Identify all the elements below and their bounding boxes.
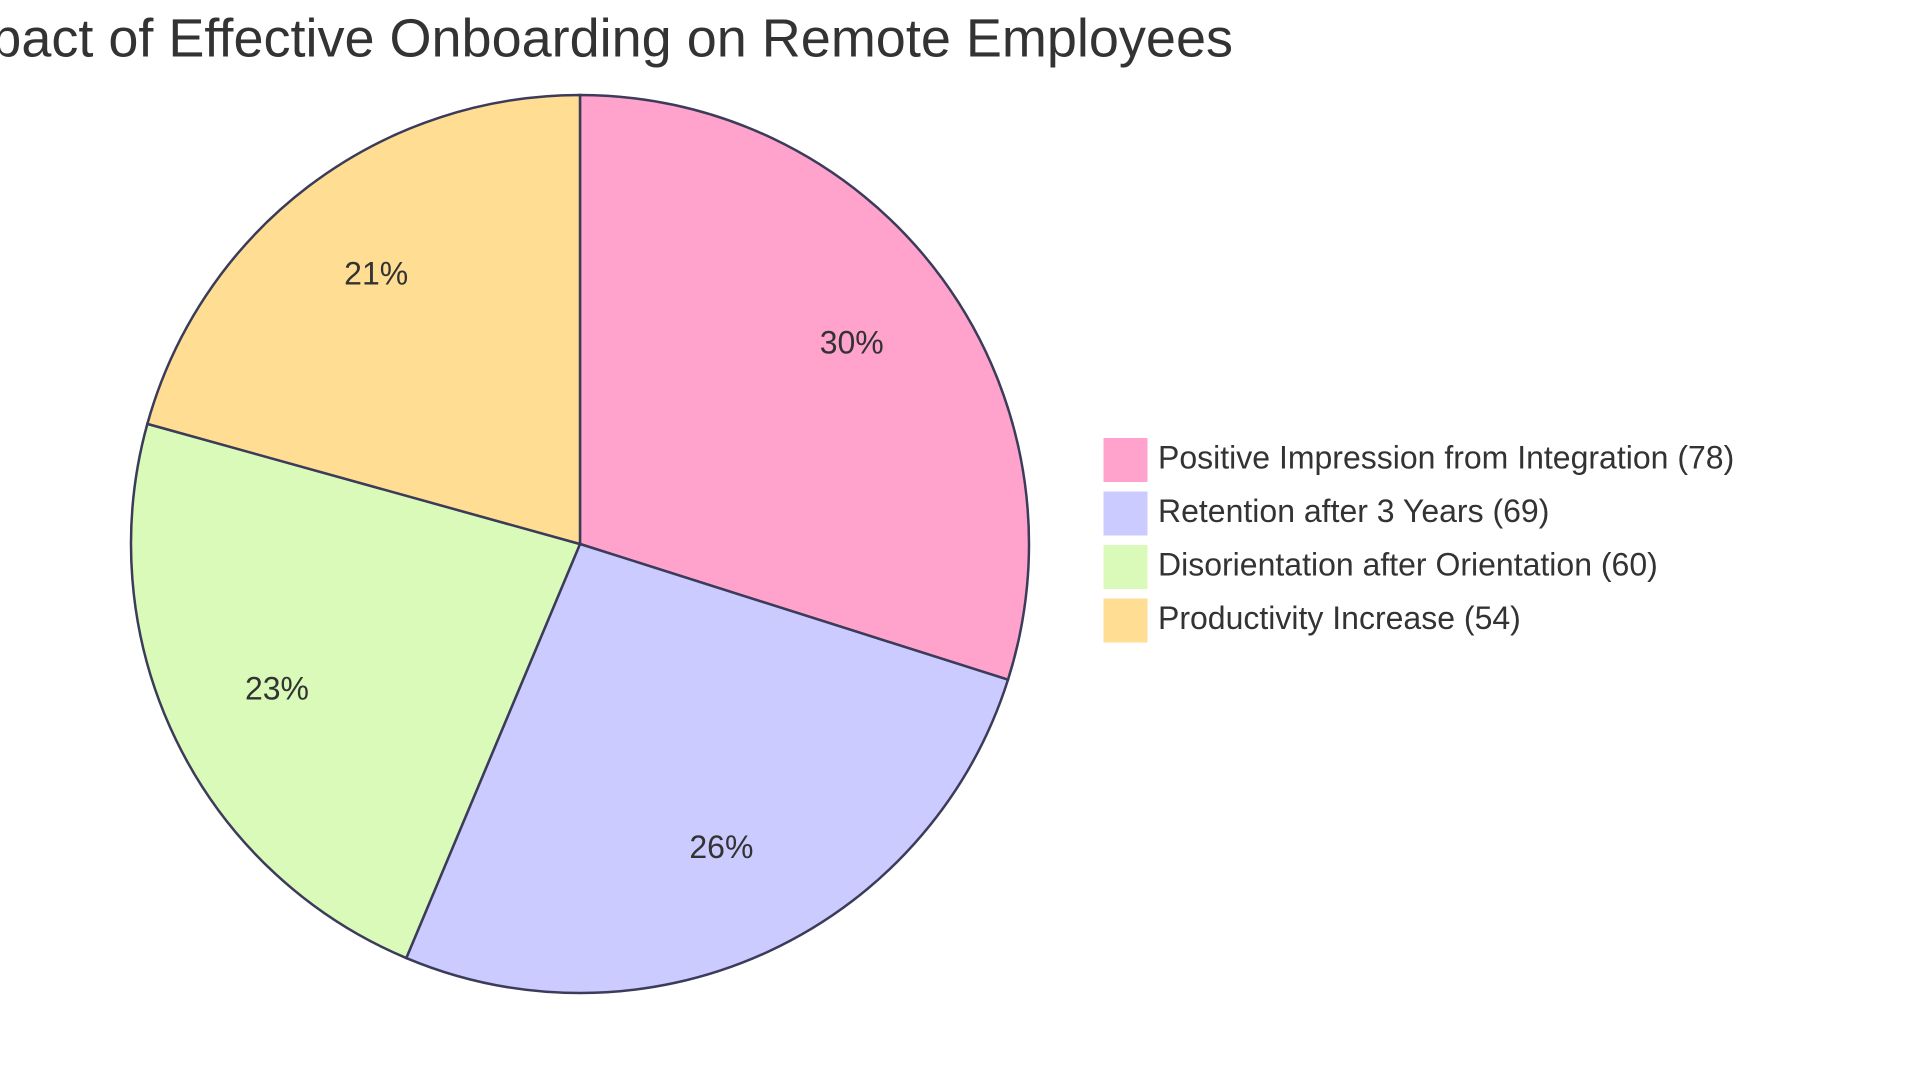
legend-swatch xyxy=(1102,544,1149,590)
pie-slice xyxy=(578,93,1031,682)
pie xyxy=(129,93,1031,995)
legend-swatch xyxy=(1102,597,1149,644)
chart-title: Impact of Effective Onboarding on Remote… xyxy=(0,8,1233,68)
legend-label: Productivity Increase (54) xyxy=(1158,600,1521,636)
pie-slice xyxy=(129,422,582,960)
pie-slice xyxy=(404,542,1010,995)
legend-label: Retention after 3 Years (69) xyxy=(1158,493,1549,529)
legend-label: Disorientation after Orientation (60) xyxy=(1158,546,1658,582)
pie-slice xyxy=(145,93,582,546)
pie-labels: 30% 26% 23% 21% xyxy=(245,255,884,865)
slice-label: 26% xyxy=(689,829,753,865)
slice-label: 21% xyxy=(344,255,408,291)
legend: Positive Impression from Integration (78… xyxy=(1102,437,1734,644)
legend-swatch xyxy=(1102,490,1149,537)
legend-label: Positive Impression from Integration (78… xyxy=(1158,439,1734,475)
legend-swatch xyxy=(1102,437,1149,483)
slice-label: 23% xyxy=(245,670,309,706)
slice-label: 30% xyxy=(820,325,884,361)
